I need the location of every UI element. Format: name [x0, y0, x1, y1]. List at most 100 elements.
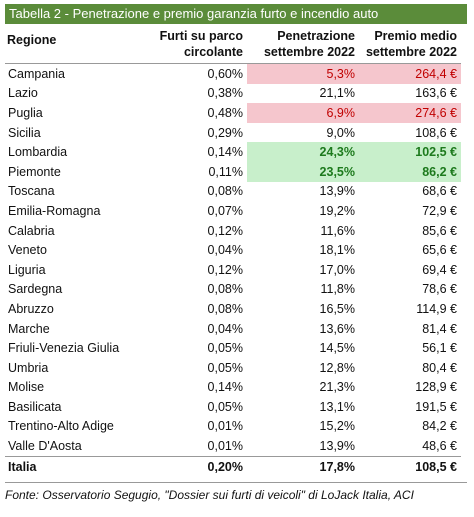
value-cell: 9,0% — [326, 125, 356, 140]
value-cell: 14,5% — [319, 341, 355, 356]
value-cell: 48,6 € — [422, 439, 457, 454]
value-cell: 12,8% — [319, 360, 355, 375]
table-row: Veneto 0,04% 18,1% 65,6 € — [5, 240, 461, 260]
value-cell: 0,48% — [207, 105, 243, 120]
value-cell: 11,6% — [320, 223, 355, 238]
value-cell: 21,3% — [319, 380, 355, 395]
value-cell: 24,3% — [247, 142, 359, 162]
value-cell: 0,12% — [207, 262, 243, 277]
region-cell: Liguria — [8, 262, 46, 277]
region-cell: Italia — [8, 459, 37, 474]
table-row: Liguria 0,12% 17,0% 69,4 € — [5, 260, 461, 280]
value-cell: 13,9% — [319, 439, 355, 454]
region-cell: Lombardia — [8, 145, 68, 160]
value-cell: 0,04% — [207, 321, 243, 336]
column-header: Penetrazione settembre 2022 — [263, 29, 355, 59]
value-cell: 0,05% — [207, 360, 243, 375]
header-row: Regione Furti su parco circolante Penetraz… — [5, 26, 461, 64]
value-cell: 17,0% — [319, 262, 355, 277]
column-header: Regione — [7, 33, 57, 47]
table-row: Friuli-Venezia Giulia 0,05% 14,5% 56,1 € — [5, 338, 461, 358]
region-cell: Campania — [8, 66, 65, 81]
value-cell: 0,12% — [207, 223, 243, 238]
table-row: Puglia 0,48% 6,9% 274,6 € — [5, 103, 461, 123]
value-cell: 0,08% — [207, 282, 243, 297]
region-cell: Sardegna — [8, 282, 63, 297]
value-cell: 274,6 € — [359, 103, 461, 123]
value-cell: 191,5 € — [415, 399, 457, 414]
value-cell: 78,6 € — [422, 282, 457, 297]
region-cell: Marche — [8, 321, 50, 336]
table-row: Lombardia 0,14% 24,3% 102,5 € — [5, 142, 461, 162]
value-cell: 13,9% — [319, 184, 355, 199]
region-cell: Toscana — [8, 184, 55, 199]
value-cell: 85,6 € — [422, 223, 457, 238]
table-row: Valle D'Aosta 0,01% 13,9% 48,6 € — [5, 436, 461, 456]
table-row: Basilicata 0,05% 13,1% 191,5 € — [5, 397, 461, 417]
table-total: Italia 0,20% 17,8% 108,5 € — [5, 456, 461, 476]
table-row: Calabria 0,12% 11,6% 85,6 € — [5, 221, 461, 241]
value-cell: 0,11% — [208, 164, 243, 179]
value-cell: 0,01% — [207, 439, 243, 454]
table-row: Trentino-Alto Adige 0,01% 15,2% 84,2 € — [5, 417, 461, 437]
value-cell: 0,05% — [207, 399, 243, 414]
value-cell: 0,08% — [207, 301, 243, 316]
title: Tabella 2 - Penetrazione e premio garanz… — [5, 4, 467, 24]
region-cell: Puglia — [8, 105, 43, 120]
region-cell: Abruzzo — [8, 301, 54, 316]
value-cell: 68,6 € — [422, 184, 457, 199]
region-cell: Molise — [8, 380, 45, 395]
value-cell: 0,38% — [207, 86, 243, 101]
region-cell: Veneto — [8, 243, 47, 258]
value-cell: 0,05% — [207, 341, 243, 356]
value-cell: 11,8% — [320, 282, 355, 297]
region-cell: Umbria — [8, 360, 49, 375]
table-row: Sardegna 0,08% 11,8% 78,6 € — [5, 280, 461, 300]
region-cell: Basilicata — [8, 399, 62, 414]
value-cell: 56,1 € — [422, 341, 457, 356]
value-cell: 84,2 € — [422, 419, 457, 434]
table-header: Regione Furti su parco circolante Penetraz… — [5, 26, 461, 64]
value-cell: 65,6 € — [422, 243, 457, 258]
table-row: Toscana 0,08% 13,9% 68,6 € — [5, 182, 461, 202]
value-cell: 108,6 € — [415, 125, 457, 140]
region-cell: Piemonte — [8, 164, 61, 179]
value-cell: 0,07% — [207, 203, 243, 218]
region-cell: Calabria — [8, 223, 55, 238]
value-cell: 0,08% — [207, 184, 243, 199]
column-header: Premio medio settembre 2022 — [365, 29, 457, 59]
value-cell: 0,60% — [207, 66, 243, 81]
value-cell: 69,4 € — [422, 262, 457, 277]
value-cell: 0,14% — [207, 145, 243, 160]
value-cell: 86,2 € — [359, 161, 461, 182]
value-cell: 81,4 € — [422, 321, 457, 336]
value-cell: 17,8% — [319, 459, 355, 474]
value-cell: 80,4 € — [422, 360, 457, 375]
value-cell: 114,9 € — [416, 301, 457, 316]
table-row: Emilia-Romagna 0,07% 19,2% 72,9 € — [5, 201, 461, 221]
table-row: Sicilia 0,29% 9,0% 108,6 € — [5, 123, 461, 143]
table-row: Piemonte 0,11% 23,5% 86,2 € — [5, 161, 461, 182]
table-row: Lazio 0,38% 21,1% 163,6 € — [5, 84, 461, 104]
value-cell: 0,01% — [207, 419, 243, 434]
value-cell: 6,9% — [247, 103, 359, 123]
value-cell: 163,6 € — [415, 86, 457, 101]
value-cell: 21,1% — [319, 86, 355, 101]
value-cell: 128,9 € — [415, 380, 457, 395]
value-cell: 0,04% — [207, 243, 243, 258]
region-cell: Emilia-Romagna — [8, 203, 101, 218]
value-cell: 264,4 € — [359, 63, 461, 84]
region-cell: Valle D'Aosta — [8, 439, 82, 454]
value-cell: 19,2% — [319, 203, 355, 218]
value-cell: 102,5 € — [359, 142, 461, 162]
value-cell: 108,5 € — [415, 459, 457, 474]
value-cell: 13,6% — [319, 321, 355, 336]
value-cell: 16,5% — [319, 301, 355, 316]
value-cell: 72,9 € — [422, 203, 457, 218]
value-cell: 0,29% — [207, 125, 243, 140]
region-cell: Lazio — [8, 86, 38, 101]
value-cell: 5,3% — [247, 63, 359, 84]
table-row: Abruzzo 0,08% 16,5% 114,9 € — [5, 299, 461, 319]
table-row: Umbria 0,05% 12,8% 80,4 € — [5, 358, 461, 378]
